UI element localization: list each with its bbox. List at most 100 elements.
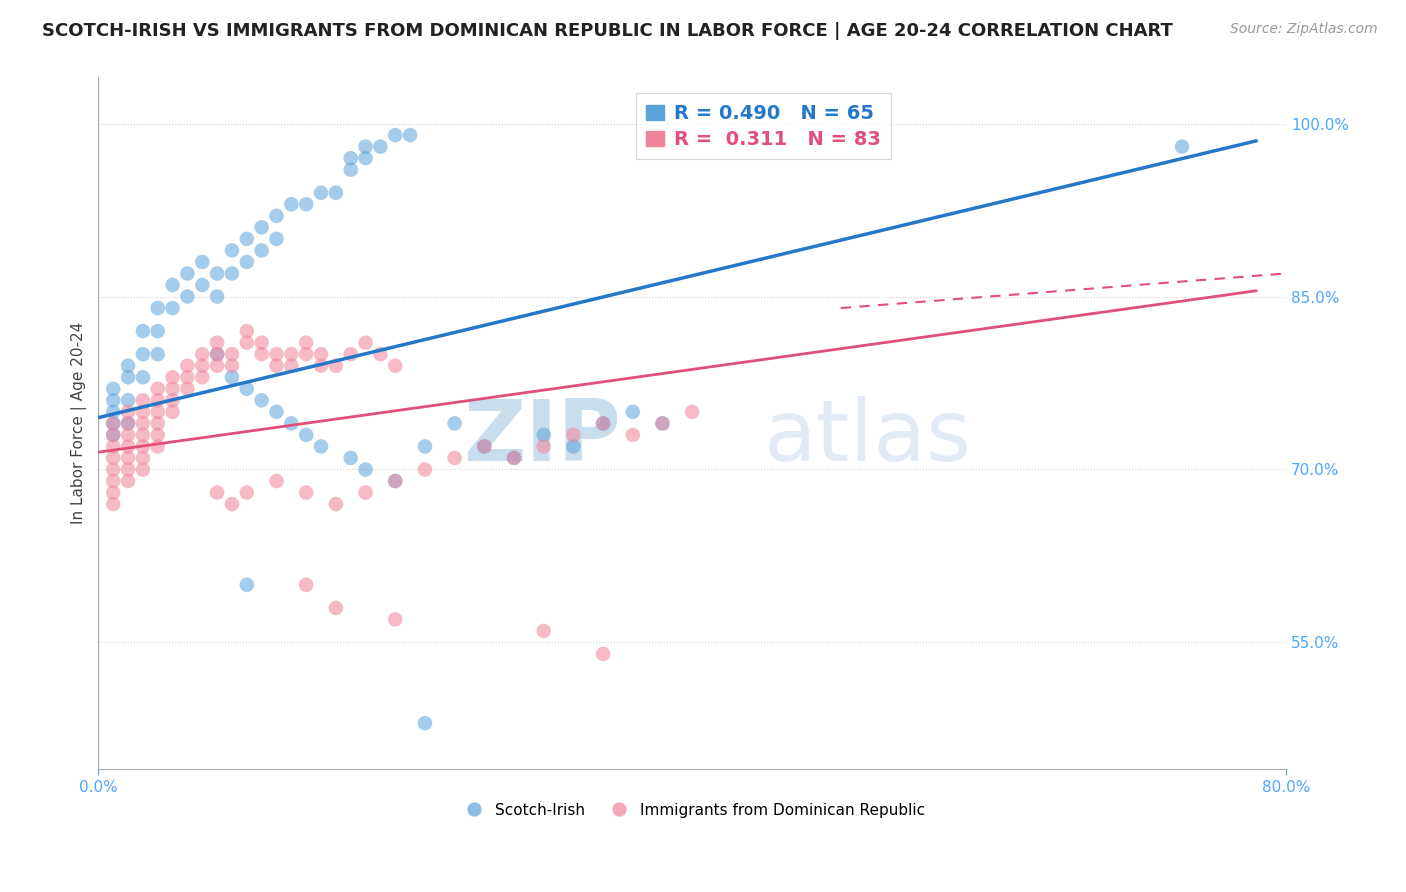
Point [221, 497, 243, 511]
Point [103, 450, 125, 465]
Point [221, 244, 243, 258]
Point [503, 450, 526, 465]
Point [295, 197, 318, 211]
Point [176, 289, 198, 303]
Point [295, 335, 318, 350]
Point [266, 347, 288, 361]
Point [117, 474, 139, 488]
Point [295, 578, 318, 592]
Point [533, 624, 555, 638]
Point [339, 151, 361, 165]
Point [103, 417, 125, 431]
Point [592, 417, 614, 431]
Point [103, 497, 125, 511]
Point [250, 244, 273, 258]
Point [533, 439, 555, 453]
Point [236, 324, 259, 338]
Point [354, 151, 377, 165]
Point [146, 439, 169, 453]
Point [250, 220, 273, 235]
Point [132, 370, 155, 384]
Point [384, 474, 406, 488]
Point [413, 439, 436, 453]
Point [339, 162, 361, 177]
Point [592, 417, 614, 431]
Point [325, 600, 347, 615]
Point [117, 417, 139, 431]
Y-axis label: In Labor Force | Age 20-24: In Labor Force | Age 20-24 [72, 322, 87, 524]
Point [370, 347, 392, 361]
Point [146, 428, 169, 442]
Point [280, 347, 302, 361]
Point [651, 417, 673, 431]
Point [236, 578, 259, 592]
Point [146, 405, 169, 419]
Point [162, 370, 184, 384]
Point [472, 439, 495, 453]
Point [443, 450, 465, 465]
Point [103, 382, 125, 396]
Point [354, 485, 377, 500]
Point [176, 370, 198, 384]
Point [621, 405, 644, 419]
Point [191, 359, 214, 373]
Point [117, 439, 139, 453]
Point [562, 428, 585, 442]
Point [117, 405, 139, 419]
Point [162, 393, 184, 408]
Point [176, 359, 198, 373]
Point [162, 301, 184, 315]
Point [384, 359, 406, 373]
Point [413, 716, 436, 731]
Point [191, 255, 214, 269]
Point [146, 347, 169, 361]
Point [103, 417, 125, 431]
Point [309, 186, 332, 200]
Point [354, 335, 377, 350]
Point [176, 267, 198, 281]
Point [295, 347, 318, 361]
Point [309, 439, 332, 453]
Legend: Scotch-Irish, Immigrants from Dominican Republic: Scotch-Irish, Immigrants from Dominican … [453, 797, 932, 824]
Point [325, 186, 347, 200]
Point [266, 232, 288, 246]
Point [295, 485, 318, 500]
Point [443, 417, 465, 431]
Point [236, 485, 259, 500]
Point [236, 255, 259, 269]
Point [236, 382, 259, 396]
Point [266, 405, 288, 419]
Point [236, 232, 259, 246]
Point [103, 439, 125, 453]
Point [621, 428, 644, 442]
Point [205, 485, 228, 500]
Point [205, 359, 228, 373]
Point [266, 359, 288, 373]
Point [162, 405, 184, 419]
Point [221, 267, 243, 281]
Point [103, 462, 125, 476]
Point [339, 347, 361, 361]
Point [103, 428, 125, 442]
Point [117, 393, 139, 408]
Point [146, 393, 169, 408]
Point [325, 359, 347, 373]
Point [176, 382, 198, 396]
Point [384, 474, 406, 488]
Point [280, 417, 302, 431]
Point [266, 209, 288, 223]
Text: Source: ZipAtlas.com: Source: ZipAtlas.com [1230, 22, 1378, 37]
Point [132, 428, 155, 442]
Point [132, 324, 155, 338]
Point [117, 450, 139, 465]
Point [280, 197, 302, 211]
Point [472, 439, 495, 453]
Point [503, 450, 526, 465]
Text: atlas: atlas [763, 396, 972, 479]
Point [592, 647, 614, 661]
Point [146, 417, 169, 431]
Point [1171, 139, 1194, 153]
Point [103, 474, 125, 488]
Point [250, 335, 273, 350]
Point [221, 347, 243, 361]
